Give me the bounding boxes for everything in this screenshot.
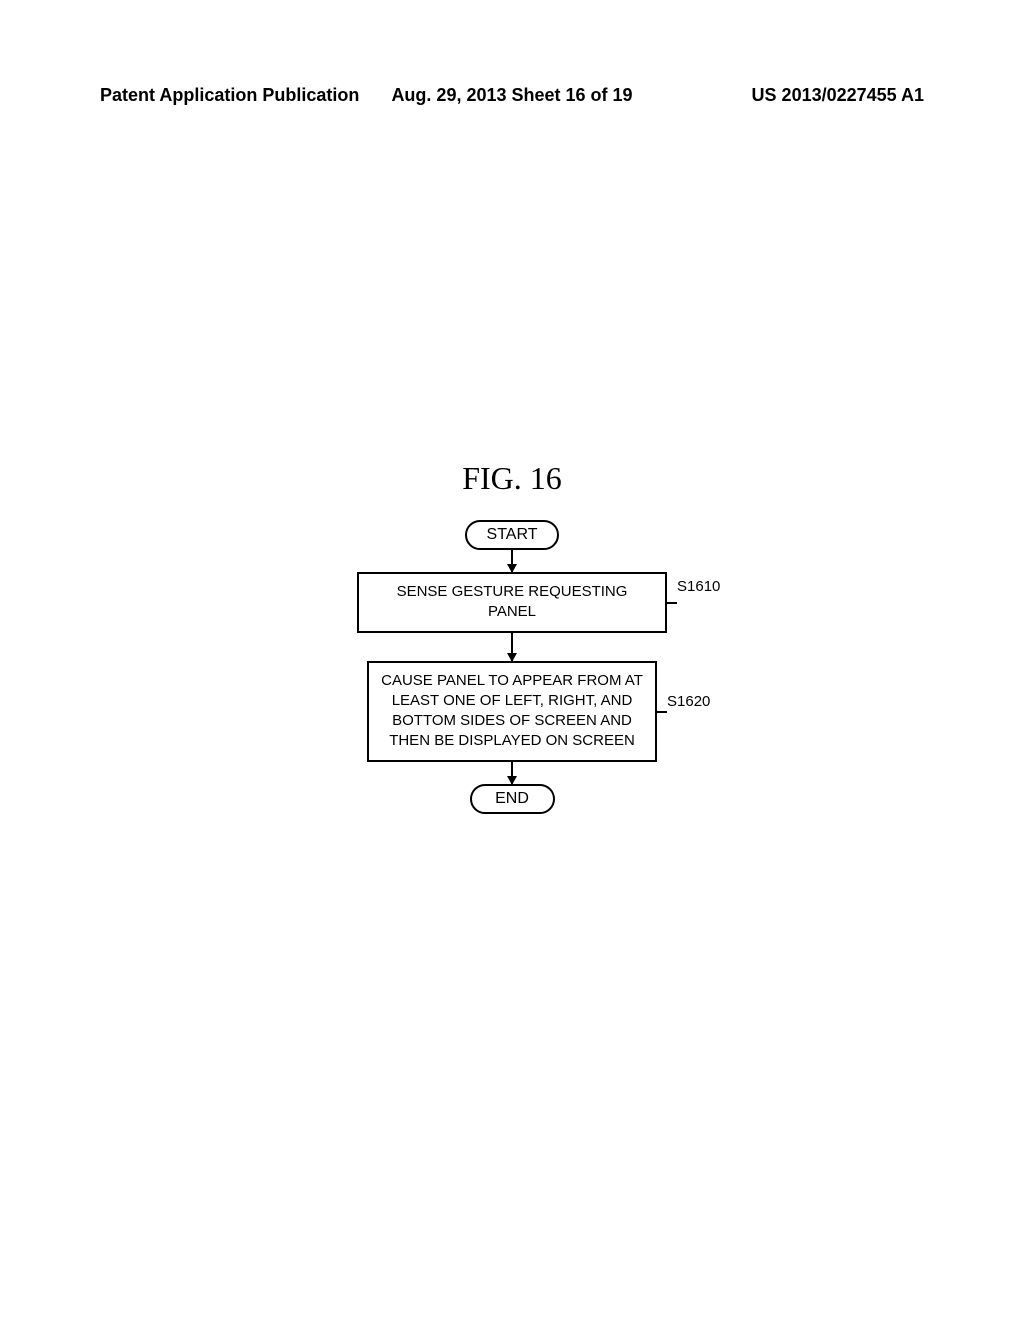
header-date-sheet: Aug. 29, 2013 Sheet 16 of 19	[375, 85, 650, 106]
arrow-icon	[511, 633, 513, 661]
figure-title: FIG. 16	[0, 460, 1024, 497]
page-header: Patent Application Publication Aug. 29, …	[0, 85, 1024, 106]
process-step-2-text: CAUSE PANEL TO APPEAR FROM AT LEAST ONE …	[381, 672, 643, 750]
process-step-2: CAUSE PANEL TO APPEAR FROM AT LEAST ONE …	[367, 661, 657, 762]
process-step-1-text: SENSE GESTURE REQUESTING PANEL	[397, 583, 628, 620]
flowchart: START SENSE GESTURE REQUESTING PANEL S16…	[297, 520, 727, 814]
label-tick-icon	[665, 602, 677, 604]
step-label-1: S1610	[677, 578, 720, 595]
process-step-1: SENSE GESTURE REQUESTING PANEL	[357, 572, 667, 633]
header-publication: Patent Application Publication	[100, 85, 375, 106]
label-tick-icon	[655, 711, 667, 713]
arrow-icon	[511, 550, 513, 572]
arrow-icon	[511, 762, 513, 784]
process-row-1: SENSE GESTURE REQUESTING PANEL S1610	[297, 572, 727, 633]
end-terminal: END	[470, 784, 555, 814]
header-patent-number: US 2013/0227455 A1	[649, 85, 924, 106]
start-terminal: START	[465, 520, 560, 550]
process-row-2: CAUSE PANEL TO APPEAR FROM AT LEAST ONE …	[297, 661, 727, 762]
step-label-2: S1620	[667, 693, 710, 710]
